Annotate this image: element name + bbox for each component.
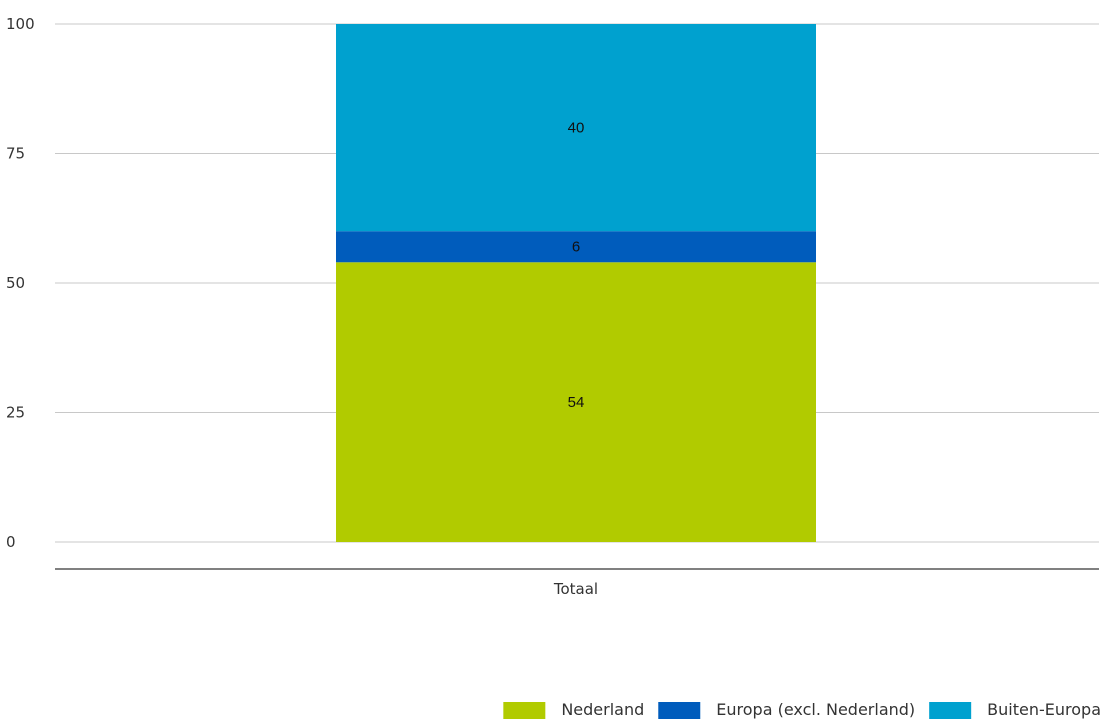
legend-label-nederland: Nederland bbox=[561, 700, 644, 719]
legend-swatch-europa-excl-nederland bbox=[658, 702, 701, 719]
legend-item-nederland: Nederland bbox=[503, 700, 644, 719]
bar-segment-europa-excl-nederland bbox=[336, 231, 816, 263]
y-tick-label-50: 50 bbox=[6, 274, 25, 292]
legend-item-europa-excl-nederland: Europa (excl. Nederland) bbox=[658, 700, 915, 719]
legend: Nederland Europa (excl. Nederland) Buiten-… bbox=[503, 700, 1101, 719]
y-tick-label-100: 100 bbox=[6, 15, 35, 33]
bar-segment-buiten-europa bbox=[336, 24, 816, 232]
y-tick-label-25: 25 bbox=[6, 404, 25, 422]
data-label-nederland: 54 bbox=[568, 394, 585, 411]
y-tick-label-75: 75 bbox=[6, 145, 25, 163]
legend-label-buiten-europa: Buiten-Europa bbox=[987, 700, 1101, 719]
legend-swatch-buiten-europa bbox=[929, 702, 972, 719]
legend-item-buiten-europa: Buiten-Europa bbox=[929, 700, 1101, 719]
x-axis-ticks: Totaal bbox=[553, 580, 598, 598]
bar-segment-nederland bbox=[336, 262, 816, 542]
legend-swatch-nederland bbox=[503, 702, 546, 719]
y-tick-label-0: 0 bbox=[6, 533, 16, 551]
legend-label-europa-excl-nederland: Europa (excl. Nederland) bbox=[716, 700, 915, 719]
data-labels: 54 6 40 bbox=[568, 120, 585, 412]
y-axis-ticks: 0 25 50 75 100 bbox=[6, 15, 35, 551]
data-label-europa-excl-nederland: 6 bbox=[572, 239, 580, 256]
bars bbox=[336, 24, 816, 542]
x-tick-label: Totaal bbox=[553, 580, 598, 598]
data-label-buiten-europa: 40 bbox=[568, 120, 585, 137]
